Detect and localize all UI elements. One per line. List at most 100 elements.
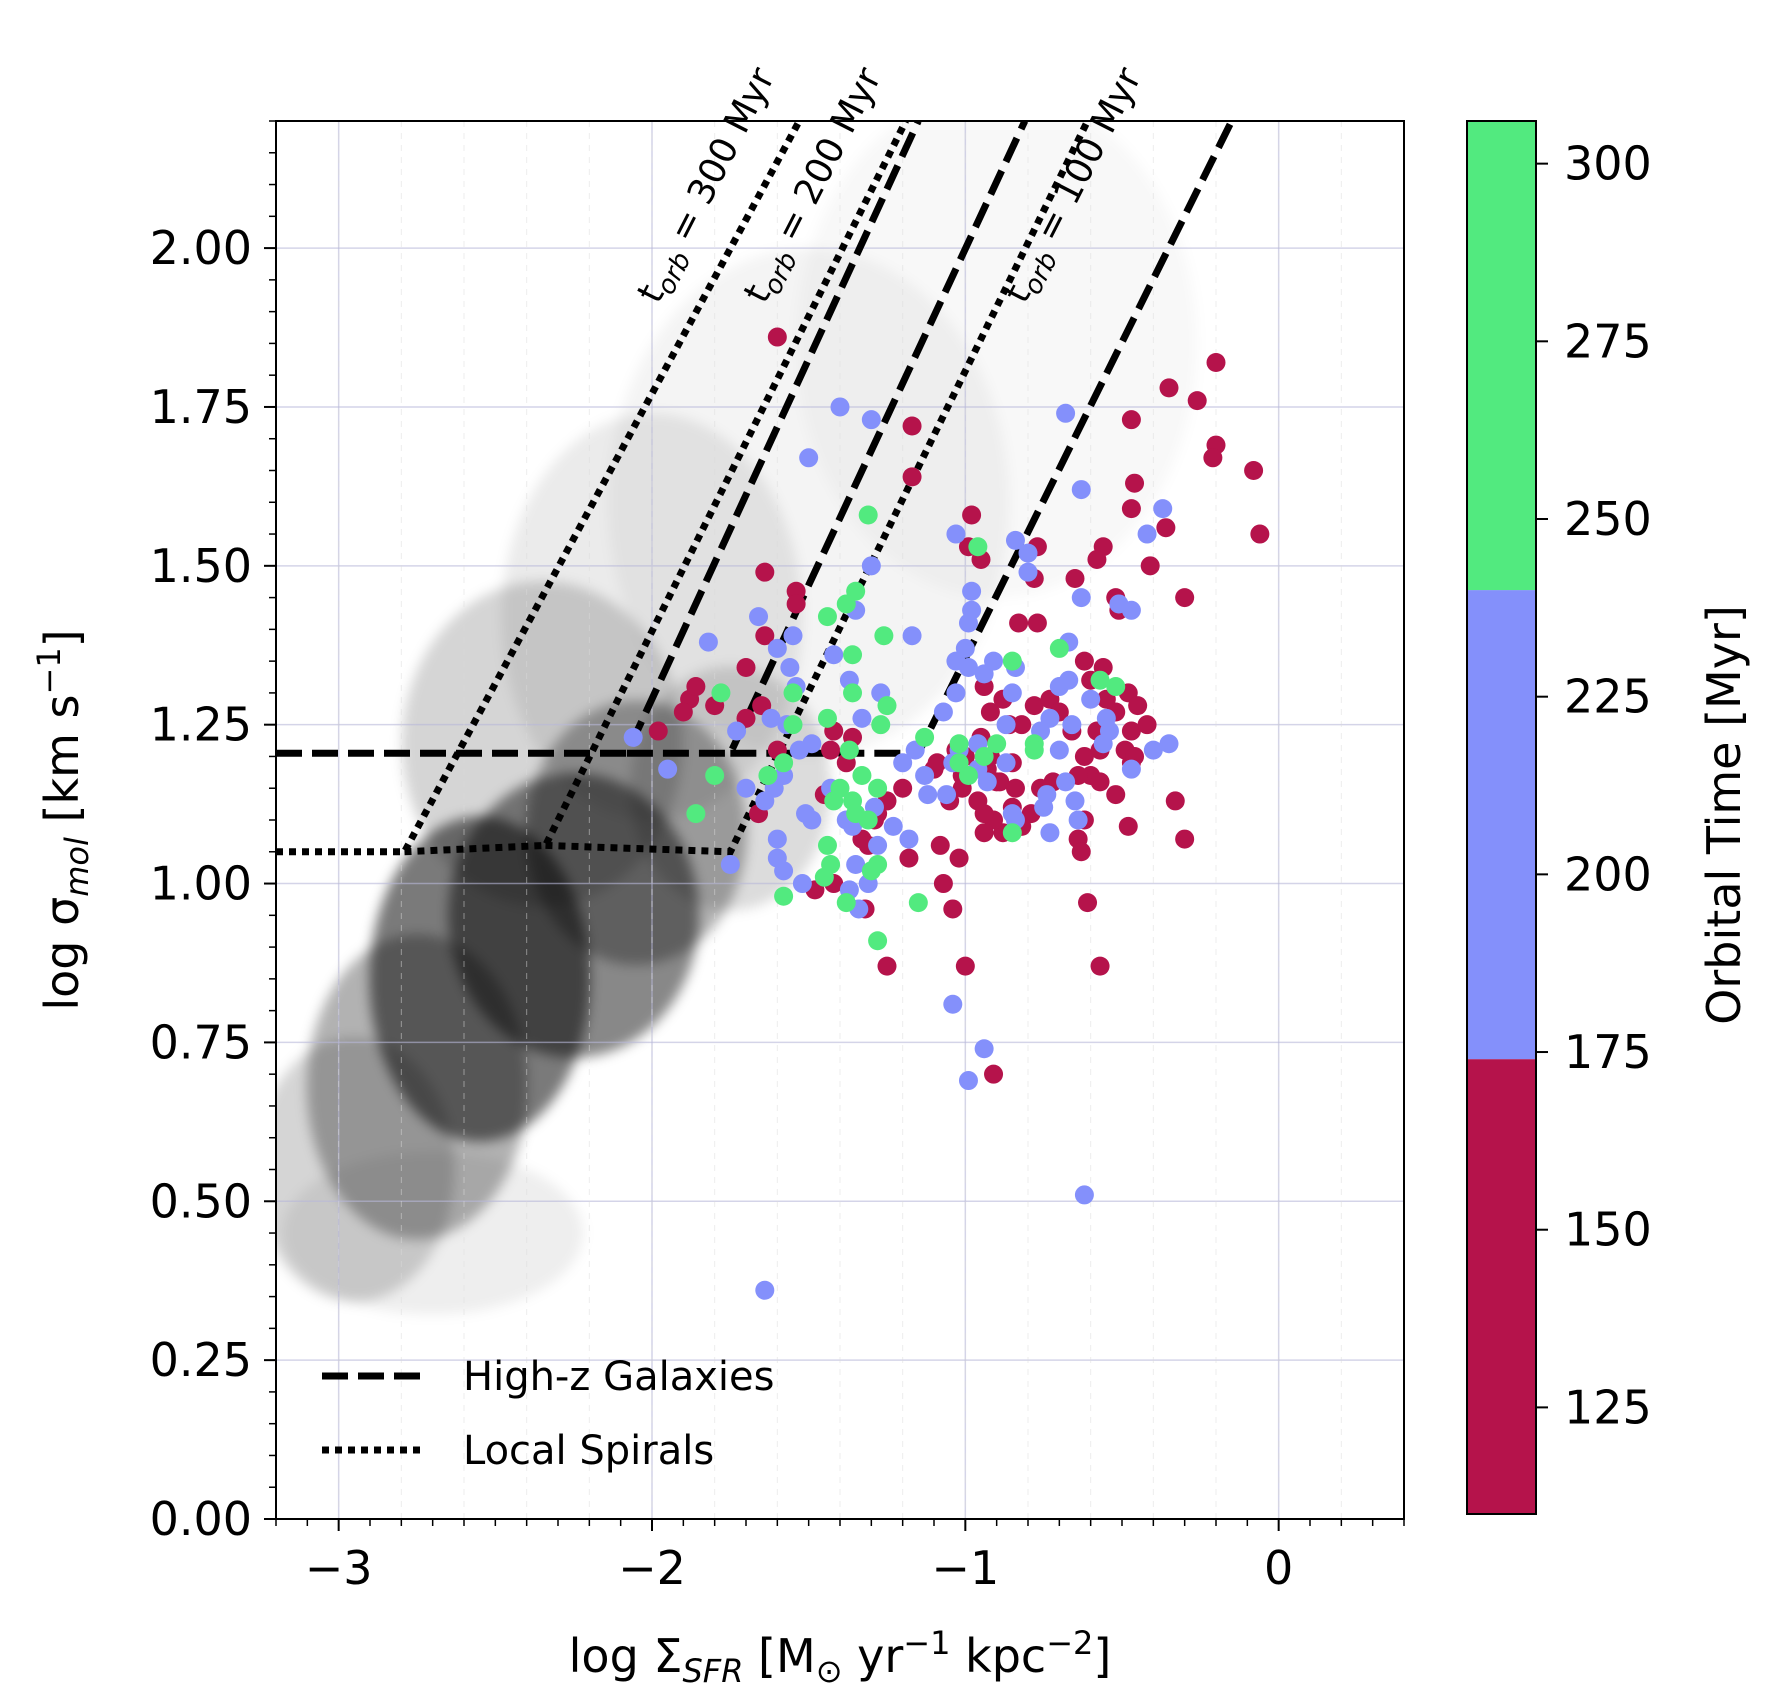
scatter-point-series1-57 — [918, 785, 938, 805]
scatter-point-series1-100 — [792, 874, 812, 894]
scatter-point-series1-42 — [623, 727, 643, 747]
scatter-point-series1-90 — [943, 994, 963, 1014]
scatter-point-series1-95 — [774, 861, 794, 881]
scatter-point-series1-85 — [1062, 715, 1082, 735]
scatter-point-series0-13 — [1156, 518, 1176, 538]
scatter-point-series1-80 — [1081, 689, 1101, 709]
x-axis-label-rest1: [M — [743, 1629, 815, 1683]
x-axis-label-exp1: −1 — [903, 1624, 950, 1662]
scatter-point-series1-66 — [996, 753, 1016, 773]
y-axis-label: log σmol [km s−1] — [30, 629, 96, 1010]
scatter-point-series0-65 — [1012, 715, 1032, 735]
scatter-point-series1-93 — [720, 854, 740, 874]
y-tick-label-8: 2.00 — [150, 221, 252, 275]
scatter-point-series1-40 — [755, 791, 775, 811]
scatter-point-series1-96 — [755, 1280, 775, 1300]
scatter-point-series2-34 — [1002, 651, 1022, 671]
scatter-point-series0-4 — [1187, 391, 1207, 411]
scatter-point-series0-104 — [1118, 816, 1138, 836]
scatter-point-series2-36 — [1024, 740, 1044, 760]
scatter-point-series0-60 — [1005, 778, 1025, 798]
scatter-point-series1-78 — [1059, 670, 1079, 690]
scatter-point-series0-27 — [1027, 613, 1047, 633]
scatter-point-series0-3 — [1206, 352, 1226, 372]
colorbar-ticks: 125 150 175 200 225 250 275 300 — [1536, 137, 1652, 1434]
scatter-point-series1-71 — [1056, 772, 1076, 792]
scatter-point-series1-22 — [852, 708, 872, 728]
scatter-point-series0-66 — [1024, 696, 1044, 716]
scatter-point-series1-99 — [1143, 740, 1163, 760]
scatter-point-series2-15 — [852, 766, 872, 786]
scatter-point-series2-42 — [774, 753, 794, 773]
scatter-point-series1-97 — [1074, 1185, 1094, 1205]
scatter-point-series1-98 — [1159, 734, 1179, 754]
scatter-point-series0-41 — [821, 740, 841, 760]
scatter-point-series1-0 — [830, 397, 850, 417]
scatter-point-series2-8 — [783, 683, 803, 703]
scatter-point-series2-24 — [836, 893, 856, 913]
density-blob-10 — [282, 1151, 584, 1315]
colorbar-tick-label-2: 175 — [1564, 1025, 1652, 1079]
scatter-point-series0-11 — [1125, 473, 1145, 493]
scatter-point-series0-32 — [736, 657, 756, 677]
scatter-point-series0-37 — [648, 721, 668, 741]
scatter-point-series0-74 — [1074, 651, 1094, 671]
scatter-point-series2-5 — [843, 645, 863, 665]
x-tick-label-1: −2 — [618, 1541, 686, 1595]
scatter-point-series2-45 — [783, 715, 803, 735]
scatter-point-series0-121 — [984, 1064, 1004, 1084]
scatter-point-series2-44 — [686, 804, 706, 824]
scatter-point-series0-62 — [980, 702, 1000, 722]
scatter-point-series1-58 — [915, 766, 935, 786]
scatter-point-series1-7 — [1071, 588, 1091, 608]
scatter-point-series0-102 — [1090, 772, 1110, 792]
scatter-point-series1-19 — [824, 645, 844, 665]
scatter-point-series1-23 — [902, 626, 922, 646]
scatter-point-series0-0 — [767, 327, 787, 347]
scatter-point-series1-3 — [1056, 403, 1076, 423]
scatter-point-series0-108 — [943, 899, 963, 919]
y-axis-label-rest: [km s — [35, 694, 89, 837]
y-axis-label-exp: −1 — [30, 647, 68, 694]
scatter-point-series2-21 — [846, 804, 866, 824]
scatter-point-series1-13 — [1018, 562, 1038, 582]
x-axis-label-sun: ⊙ — [816, 1652, 843, 1690]
scatter-point-series0-119 — [1078, 893, 1098, 913]
scatter-point-series2-3 — [817, 607, 837, 627]
scatter-point-series0-112 — [877, 956, 897, 976]
scatter-point-series0-9 — [1250, 524, 1270, 544]
scatter-point-series2-47 — [877, 696, 897, 716]
scatter-point-series0-107 — [933, 874, 953, 894]
colorbar-bin-1 — [1467, 590, 1536, 1060]
scatter-point-series0-15 — [1175, 588, 1195, 608]
colorbar-tick-label-3: 200 — [1564, 847, 1652, 901]
colorbar-tick-label-0: 125 — [1564, 1380, 1652, 1434]
scatter-point-series1-30 — [783, 626, 803, 646]
scatter-points — [623, 327, 1270, 1300]
scatter-point-series0-106 — [1175, 829, 1195, 849]
y-tick-label-6: 1.50 — [150, 539, 252, 593]
scatter-point-series1-14 — [962, 581, 982, 601]
scatter-point-series0-31 — [755, 626, 775, 646]
scatter-point-series1-5 — [1153, 499, 1173, 519]
scatter-point-series0-28 — [755, 562, 775, 582]
scatter-point-series1-55 — [883, 816, 903, 836]
scatter-point-series2-10 — [705, 766, 725, 786]
scatter-point-series1-91 — [958, 1071, 978, 1091]
scatter-point-series1-73 — [1068, 810, 1088, 830]
scatter-point-series0-51 — [893, 778, 913, 798]
scatter-point-series1-36 — [727, 721, 747, 741]
scatter-point-series2-40 — [774, 886, 794, 906]
scatter-point-series0-79 — [1128, 696, 1148, 716]
scatter-point-series2-4 — [874, 626, 894, 646]
colorbar-tick-label-5: 250 — [1564, 492, 1652, 546]
scatter-point-series1-45 — [802, 810, 822, 830]
y-axis-label-sub: mol — [58, 837, 96, 897]
scatter-point-series1-74 — [1049, 740, 1069, 760]
scatter-point-series1-70 — [1037, 785, 1057, 805]
y-tick-label-1: 0.25 — [150, 1333, 252, 1387]
scatter-point-series0-53 — [927, 753, 947, 773]
scatter-point-series0-98 — [949, 848, 969, 868]
scatter-point-series1-104 — [802, 734, 822, 754]
